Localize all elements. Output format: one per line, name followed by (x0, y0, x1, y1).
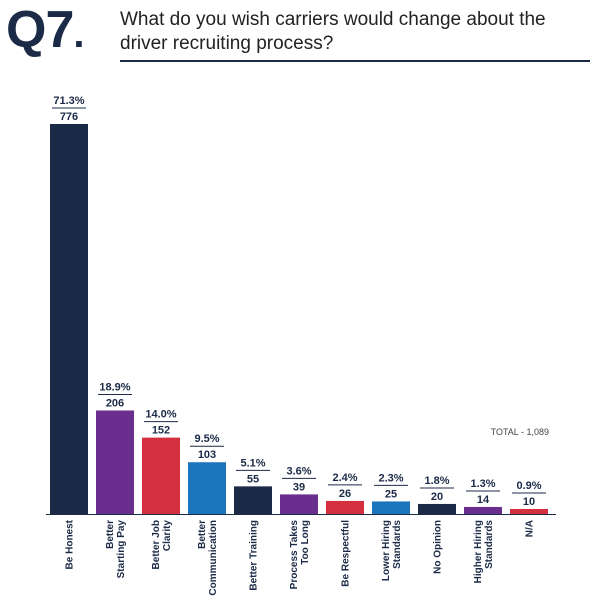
category-label: No Opinion (433, 520, 444, 574)
bar (234, 486, 272, 514)
question-text: What do you wish carriers would change a… (120, 9, 546, 54)
bar (418, 503, 456, 514)
bar (326, 500, 364, 514)
count-label: 55 (247, 473, 259, 485)
header: Q7. What do you wish carriers would chan… (0, 0, 597, 70)
percent-label: 2.4% (332, 472, 357, 484)
percent-label: 71.3% (53, 95, 84, 107)
count-label: 25 (385, 488, 397, 500)
category-label: Better Training (249, 520, 260, 591)
count-label: 26 (339, 488, 351, 500)
count-label: 10 (523, 496, 535, 508)
bar (188, 462, 226, 514)
count-label: 14 (477, 494, 490, 506)
category-label: BetterStarting Pay (105, 520, 127, 579)
category-label: BetterCommunication (197, 520, 219, 596)
count-label: 776 (60, 111, 78, 123)
question-number: Q7. (6, 1, 85, 59)
header-rule (120, 60, 590, 62)
percent-label: 9.5% (194, 433, 219, 445)
bar (510, 508, 548, 514)
category-label: N/A (525, 520, 536, 537)
bar (372, 501, 410, 514)
count-label: 206 (106, 397, 124, 409)
count-label: 103 (198, 449, 216, 461)
count-label: 20 (431, 491, 443, 503)
percent-label: 2.3% (378, 472, 403, 484)
percent-label: 0.9% (516, 480, 541, 492)
count-label: 39 (293, 481, 305, 493)
category-label: Be Respectful (341, 520, 352, 587)
category-label: Be Honest (65, 519, 76, 569)
category-label: Better JobClarity (151, 520, 173, 570)
percent-label: 18.9% (99, 381, 130, 393)
bar (50, 124, 88, 514)
bar (96, 410, 134, 514)
total-label: TOTAL - 1,089 (491, 427, 549, 437)
percent-label: 14.0% (145, 409, 176, 421)
category-label: Lower HiringStandards (381, 520, 403, 582)
percent-label: 1.8% (424, 475, 449, 487)
count-label: 152 (152, 425, 170, 437)
percent-label: 5.1% (240, 457, 265, 469)
category-label: Higher HiringStandards (473, 520, 495, 584)
bar (142, 437, 180, 514)
percent-label: 1.3% (470, 478, 495, 490)
category-label: Process TakesToo Long (289, 520, 311, 590)
bar (280, 494, 318, 514)
percent-label: 3.6% (286, 465, 311, 477)
bar (464, 506, 502, 514)
